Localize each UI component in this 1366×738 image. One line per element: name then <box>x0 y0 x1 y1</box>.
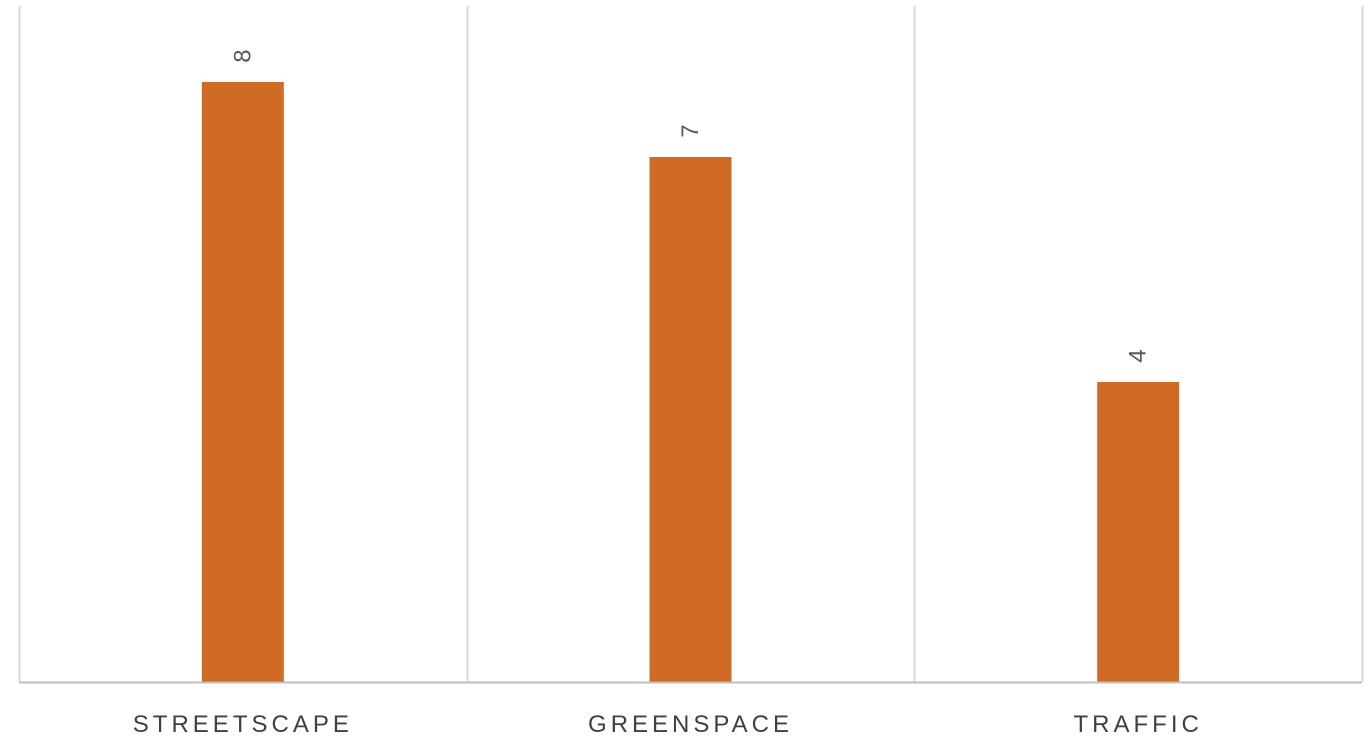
data-label-streetscape: 8 <box>229 49 256 62</box>
data-label-traffic: 4 <box>1125 349 1152 362</box>
bars <box>201 82 1180 682</box>
bar-greenspace <box>649 157 732 682</box>
data-label-greenspace: 7 <box>677 124 704 137</box>
bar-traffic <box>1097 382 1180 682</box>
bar-streetscape <box>201 82 284 682</box>
grid-lines <box>18 6 1364 682</box>
data-labels: 8 7 4 <box>229 49 1151 362</box>
category-label-traffic: TRAFFIC <box>1074 711 1203 738</box>
category-labels: STREETSCAPE GREENSPACE TRAFFIC <box>133 711 1203 738</box>
category-label-greenspace: GREENSPACE <box>588 711 793 738</box>
category-label-streetscape: STREETSCAPE <box>133 711 353 738</box>
